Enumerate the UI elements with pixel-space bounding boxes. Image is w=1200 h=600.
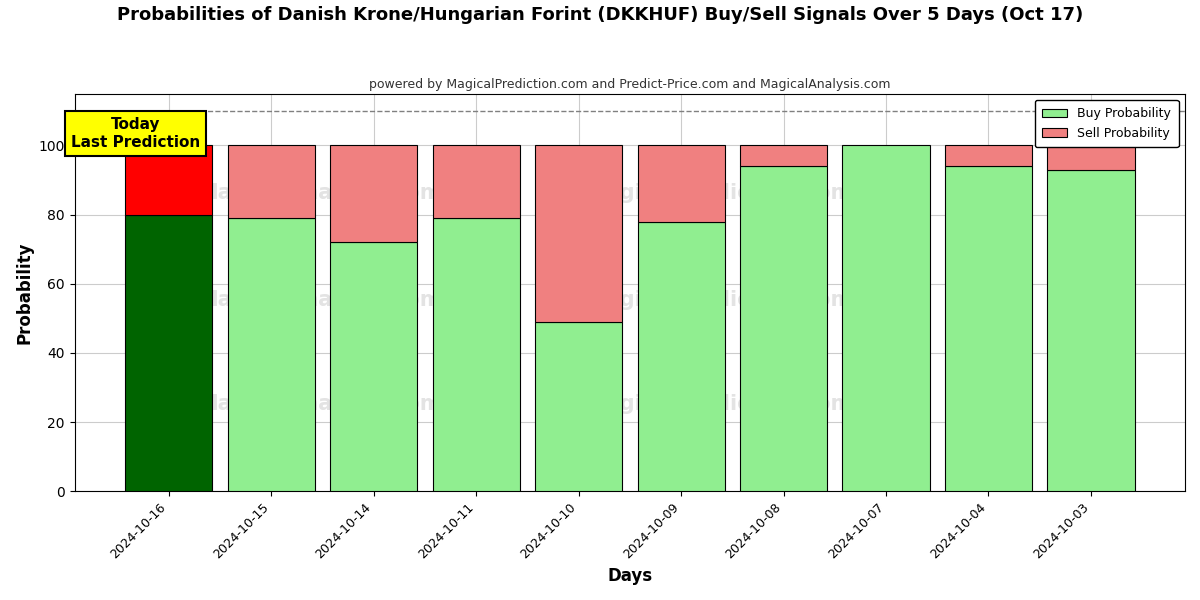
X-axis label: Days: Days [607, 567, 653, 585]
Bar [228, 145, 314, 218]
Text: MagicalAnalysis.com: MagicalAnalysis.com [197, 290, 442, 310]
Text: Today
Last Prediction: Today Last Prediction [71, 118, 200, 150]
Bar [330, 145, 418, 242]
Text: MagicalPrediction.com: MagicalPrediction.com [586, 290, 852, 310]
Bar [1048, 170, 1134, 491]
Bar [842, 145, 930, 491]
Bar [432, 145, 520, 218]
Text: MagicalPrediction.com: MagicalPrediction.com [586, 394, 852, 414]
Legend: Buy Probability, Sell Probability: Buy Probability, Sell Probability [1034, 100, 1178, 147]
Bar [740, 166, 827, 491]
Bar [637, 221, 725, 491]
Bar [637, 145, 725, 221]
Bar [535, 145, 622, 322]
Title: powered by MagicalPrediction.com and Predict-Price.com and MagicalAnalysis.com: powered by MagicalPrediction.com and Pre… [370, 78, 890, 91]
Bar [944, 166, 1032, 491]
Text: Probabilities of Danish Krone/Hungarian Forint (DKKHUF) Buy/Sell Signals Over 5 : Probabilities of Danish Krone/Hungarian … [116, 6, 1084, 24]
Bar [330, 242, 418, 491]
Bar [432, 218, 520, 491]
Text: MagicalAnalysis.com: MagicalAnalysis.com [197, 183, 442, 203]
Bar [740, 145, 827, 166]
Bar [944, 145, 1032, 166]
Bar [1048, 145, 1134, 170]
Text: MagicalPrediction.com: MagicalPrediction.com [586, 183, 852, 203]
Bar [535, 322, 622, 491]
Bar [125, 145, 212, 215]
Bar [228, 218, 314, 491]
Bar [125, 215, 212, 491]
Text: MagicalAnalysis.com: MagicalAnalysis.com [197, 394, 442, 414]
Y-axis label: Probability: Probability [16, 241, 34, 344]
